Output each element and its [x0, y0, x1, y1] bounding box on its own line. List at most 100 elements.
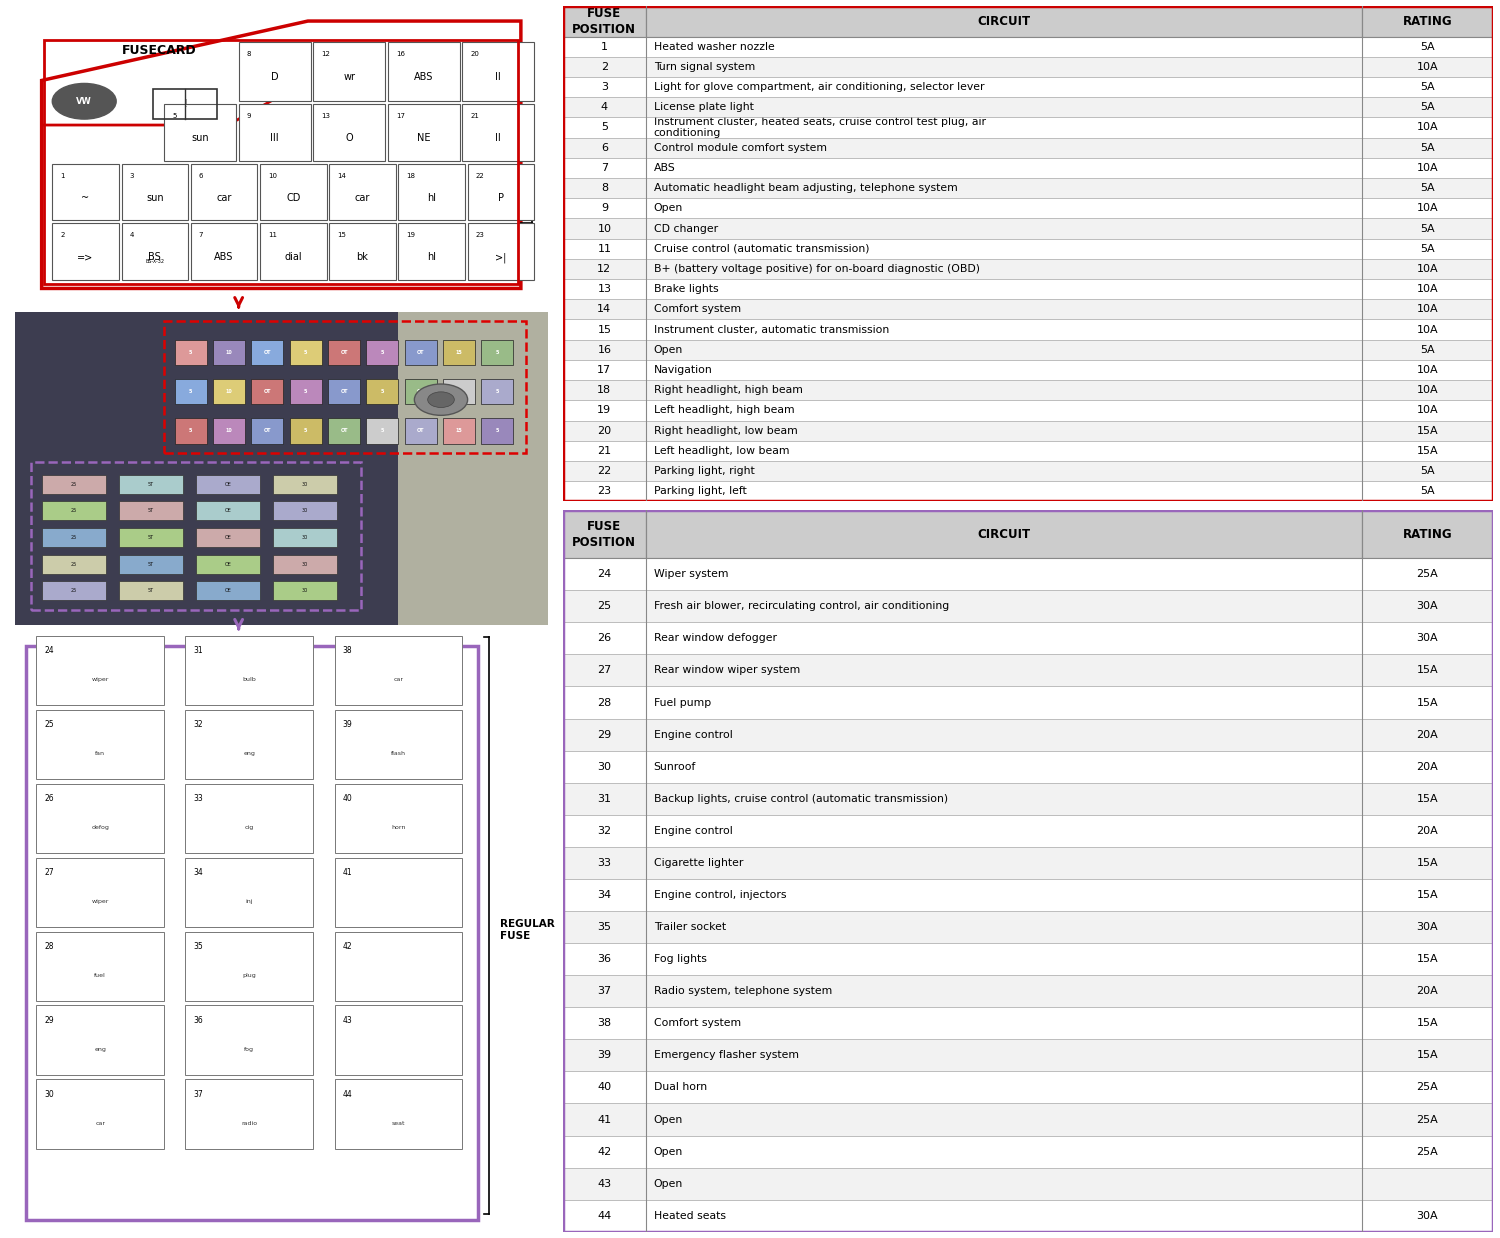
Text: 16: 16: [597, 345, 612, 355]
Text: 32: 32: [194, 719, 202, 729]
Bar: [646, 815, 1362, 847]
Text: Left headlight, high beam: Left headlight, high beam: [654, 405, 795, 416]
Text: BS-X-32: BS-X-32: [146, 259, 165, 264]
Bar: [562, 97, 646, 118]
Bar: [1362, 943, 1492, 976]
Bar: [468, 163, 534, 220]
Bar: [405, 340, 436, 365]
Text: FUSECARD: FUSECARD: [122, 45, 196, 57]
Bar: [646, 1135, 1362, 1167]
Circle shape: [427, 392, 454, 407]
Text: 15A: 15A: [1416, 1019, 1438, 1029]
Text: 4: 4: [129, 232, 134, 238]
Text: 20A: 20A: [1416, 826, 1438, 836]
Bar: [1362, 687, 1492, 718]
Text: 5A: 5A: [1420, 183, 1434, 193]
Text: 36: 36: [597, 954, 612, 964]
Text: Brake lights: Brake lights: [654, 285, 718, 295]
Bar: [186, 635, 314, 704]
Text: 42: 42: [597, 1146, 612, 1156]
Bar: [273, 475, 338, 494]
Bar: [562, 623, 646, 655]
Bar: [562, 198, 646, 218]
Text: ABS: ABS: [654, 163, 675, 173]
Text: 30: 30: [302, 509, 309, 514]
Text: 17: 17: [396, 113, 405, 119]
Text: Control module comfort system: Control module comfort system: [654, 142, 826, 152]
Bar: [196, 501, 260, 520]
Bar: [1362, 1008, 1492, 1040]
Bar: [562, 558, 646, 591]
Text: 30A: 30A: [1416, 602, 1438, 612]
Bar: [334, 858, 462, 927]
Bar: [42, 529, 105, 547]
Text: 10A: 10A: [1416, 163, 1438, 173]
Bar: [273, 582, 338, 600]
Bar: [562, 137, 646, 157]
Text: 32: 32: [597, 826, 612, 836]
Text: 15: 15: [456, 350, 462, 355]
Bar: [646, 510, 1362, 558]
Text: OE: OE: [225, 482, 231, 487]
Bar: [1362, 718, 1492, 750]
Bar: [252, 340, 284, 365]
Text: 34: 34: [194, 868, 202, 877]
Text: 22: 22: [597, 465, 612, 477]
Text: 5: 5: [381, 350, 384, 355]
Text: OT: OT: [417, 389, 424, 395]
Text: CD: CD: [286, 193, 300, 203]
Text: 5: 5: [189, 350, 192, 355]
Text: 5: 5: [496, 428, 500, 433]
Bar: [260, 163, 327, 220]
Bar: [190, 223, 258, 280]
Circle shape: [414, 384, 468, 415]
Bar: [646, 97, 1362, 118]
Text: sun: sun: [146, 193, 164, 203]
Bar: [186, 858, 314, 927]
Text: CD changer: CD changer: [654, 224, 718, 234]
Text: 26: 26: [597, 634, 612, 644]
Polygon shape: [42, 21, 520, 288]
Bar: [118, 582, 183, 600]
Text: 13: 13: [321, 113, 330, 119]
Bar: [646, 482, 1362, 501]
Bar: [122, 223, 188, 280]
Bar: [646, 279, 1362, 300]
Text: 1: 1: [60, 172, 64, 178]
Text: Light for glove compartment, air conditioning, selector lever: Light for glove compartment, air conditi…: [654, 82, 984, 92]
Text: 40: 40: [597, 1082, 612, 1092]
Text: 15: 15: [338, 232, 346, 238]
Text: 44: 44: [597, 1211, 612, 1221]
Text: Open: Open: [654, 1146, 682, 1156]
Bar: [186, 709, 314, 779]
Text: 5A: 5A: [1420, 345, 1434, 355]
Text: Right headlight, high beam: Right headlight, high beam: [654, 385, 802, 395]
Bar: [562, 400, 646, 421]
Bar: [1362, 782, 1492, 815]
Text: 38: 38: [342, 646, 352, 655]
Bar: [26, 646, 478, 1219]
Text: eng: eng: [94, 1047, 106, 1052]
Text: 25A: 25A: [1416, 1082, 1438, 1092]
Text: 18: 18: [597, 385, 612, 395]
Text: OT: OT: [264, 350, 272, 355]
Text: 8: 8: [602, 183, 608, 193]
Bar: [646, 911, 1362, 943]
Bar: [1362, 178, 1492, 198]
Bar: [36, 931, 164, 1000]
Text: 35: 35: [194, 942, 202, 951]
Bar: [1362, 623, 1492, 655]
Text: 15A: 15A: [1416, 426, 1438, 436]
Bar: [260, 223, 327, 280]
Bar: [42, 475, 105, 494]
Text: RATING: RATING: [1402, 15, 1452, 27]
Text: 30A: 30A: [1416, 634, 1438, 644]
Text: 29: 29: [45, 1015, 54, 1025]
Bar: [562, 1008, 646, 1040]
Text: 25: 25: [70, 482, 76, 487]
Bar: [562, 911, 646, 943]
Text: 5: 5: [381, 428, 384, 433]
Bar: [646, 178, 1362, 198]
Text: 20: 20: [471, 51, 478, 57]
Text: 25: 25: [70, 588, 76, 593]
